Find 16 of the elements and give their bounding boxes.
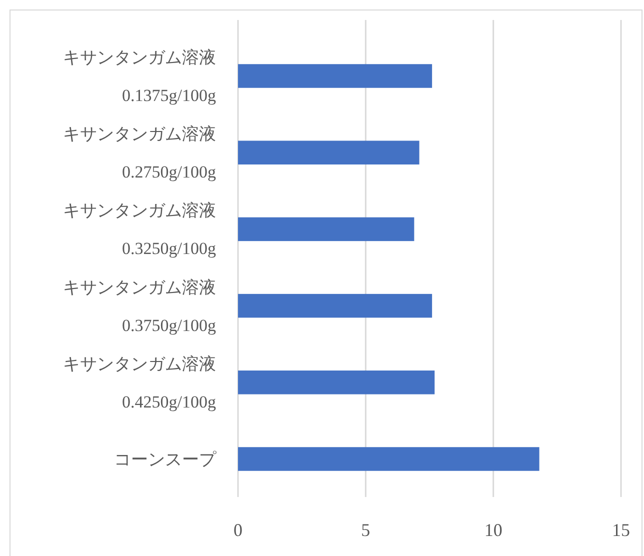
bar [238, 217, 414, 242]
y-tick-label: キサンタンガム溶液 0.1375g/100g [63, 48, 216, 105]
bar [238, 294, 432, 318]
bar [238, 447, 540, 471]
bar [238, 370, 435, 394]
y-tick-label: キサンタンガム溶液 0.3250g/100g [63, 201, 216, 258]
y-tick-label: キサンタンガム溶液 0.2750g/100g [63, 124, 216, 182]
x-tick-label: 15 [612, 520, 630, 540]
bar [238, 140, 420, 164]
x-tick-label: 0 [234, 520, 242, 540]
y-tick-label: キサンタンガム溶液 0.4250g/100g [63, 354, 216, 412]
y-tick-label: キサンタンガム溶液 0.3750g/100g [63, 278, 216, 335]
bar [238, 64, 432, 88]
y-tick-label: コーンスープ [114, 450, 217, 469]
x-tick-label: 5 [361, 520, 370, 540]
x-tick-label: 10 [484, 520, 502, 540]
